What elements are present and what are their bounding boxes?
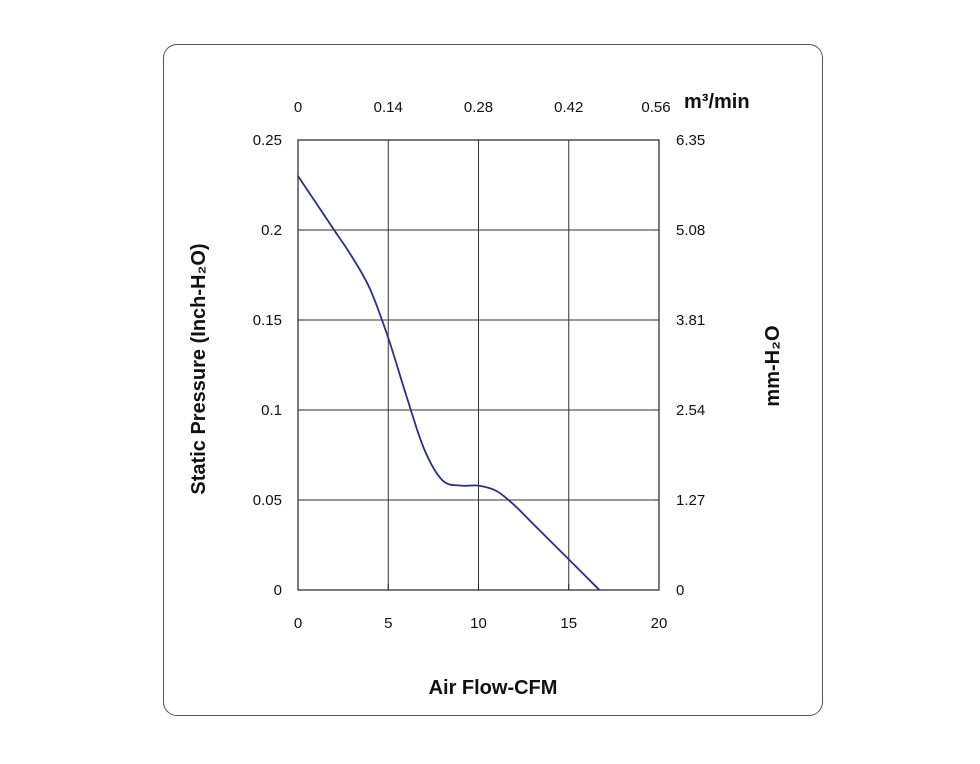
x2-tick-label: 0	[294, 99, 302, 116]
y-tick-label: 0.2	[261, 222, 282, 239]
y2-tick-label: 2.54	[676, 402, 705, 419]
x-tick-label: 10	[470, 615, 487, 632]
x-tick-label: 20	[651, 615, 668, 632]
y-tick-label: 0	[274, 582, 282, 599]
y-tick-label: 0.25	[253, 132, 282, 149]
y-tick-label: 0.1	[261, 402, 282, 419]
y2-tick-label: 0	[676, 582, 684, 599]
y-tick-label: 0.05	[253, 492, 282, 509]
chart-frame	[163, 44, 823, 716]
y-axis-label: Static Pressure (Inch-H₂O)	[188, 243, 210, 494]
x-tick-label: 5	[384, 615, 392, 632]
y2-tick-label: 5.08	[676, 222, 705, 239]
y2-tick-label: 3.81	[676, 312, 705, 329]
x-axis-label: Air Flow-CFM	[429, 677, 558, 699]
series-line	[298, 175, 601, 590]
y-tick-label: 0.15	[253, 312, 282, 329]
x2-tick-label: 0.56	[641, 99, 670, 116]
x-tick-label: 0	[294, 615, 302, 632]
x-tick-label: 15	[560, 615, 577, 632]
x2-tick-label: 0.14	[374, 99, 403, 116]
x2-axis-label: m³/min	[684, 91, 750, 113]
y2-axis-label: mm-H₂O	[762, 325, 784, 406]
tick-marks	[297, 139, 660, 591]
grid	[298, 140, 659, 590]
y2-tick-label: 1.27	[676, 492, 705, 509]
y2-tick-label: 6.35	[676, 132, 705, 149]
x2-tick-label: 0.42	[554, 99, 583, 116]
x2-tick-label: 0.28	[464, 99, 493, 116]
